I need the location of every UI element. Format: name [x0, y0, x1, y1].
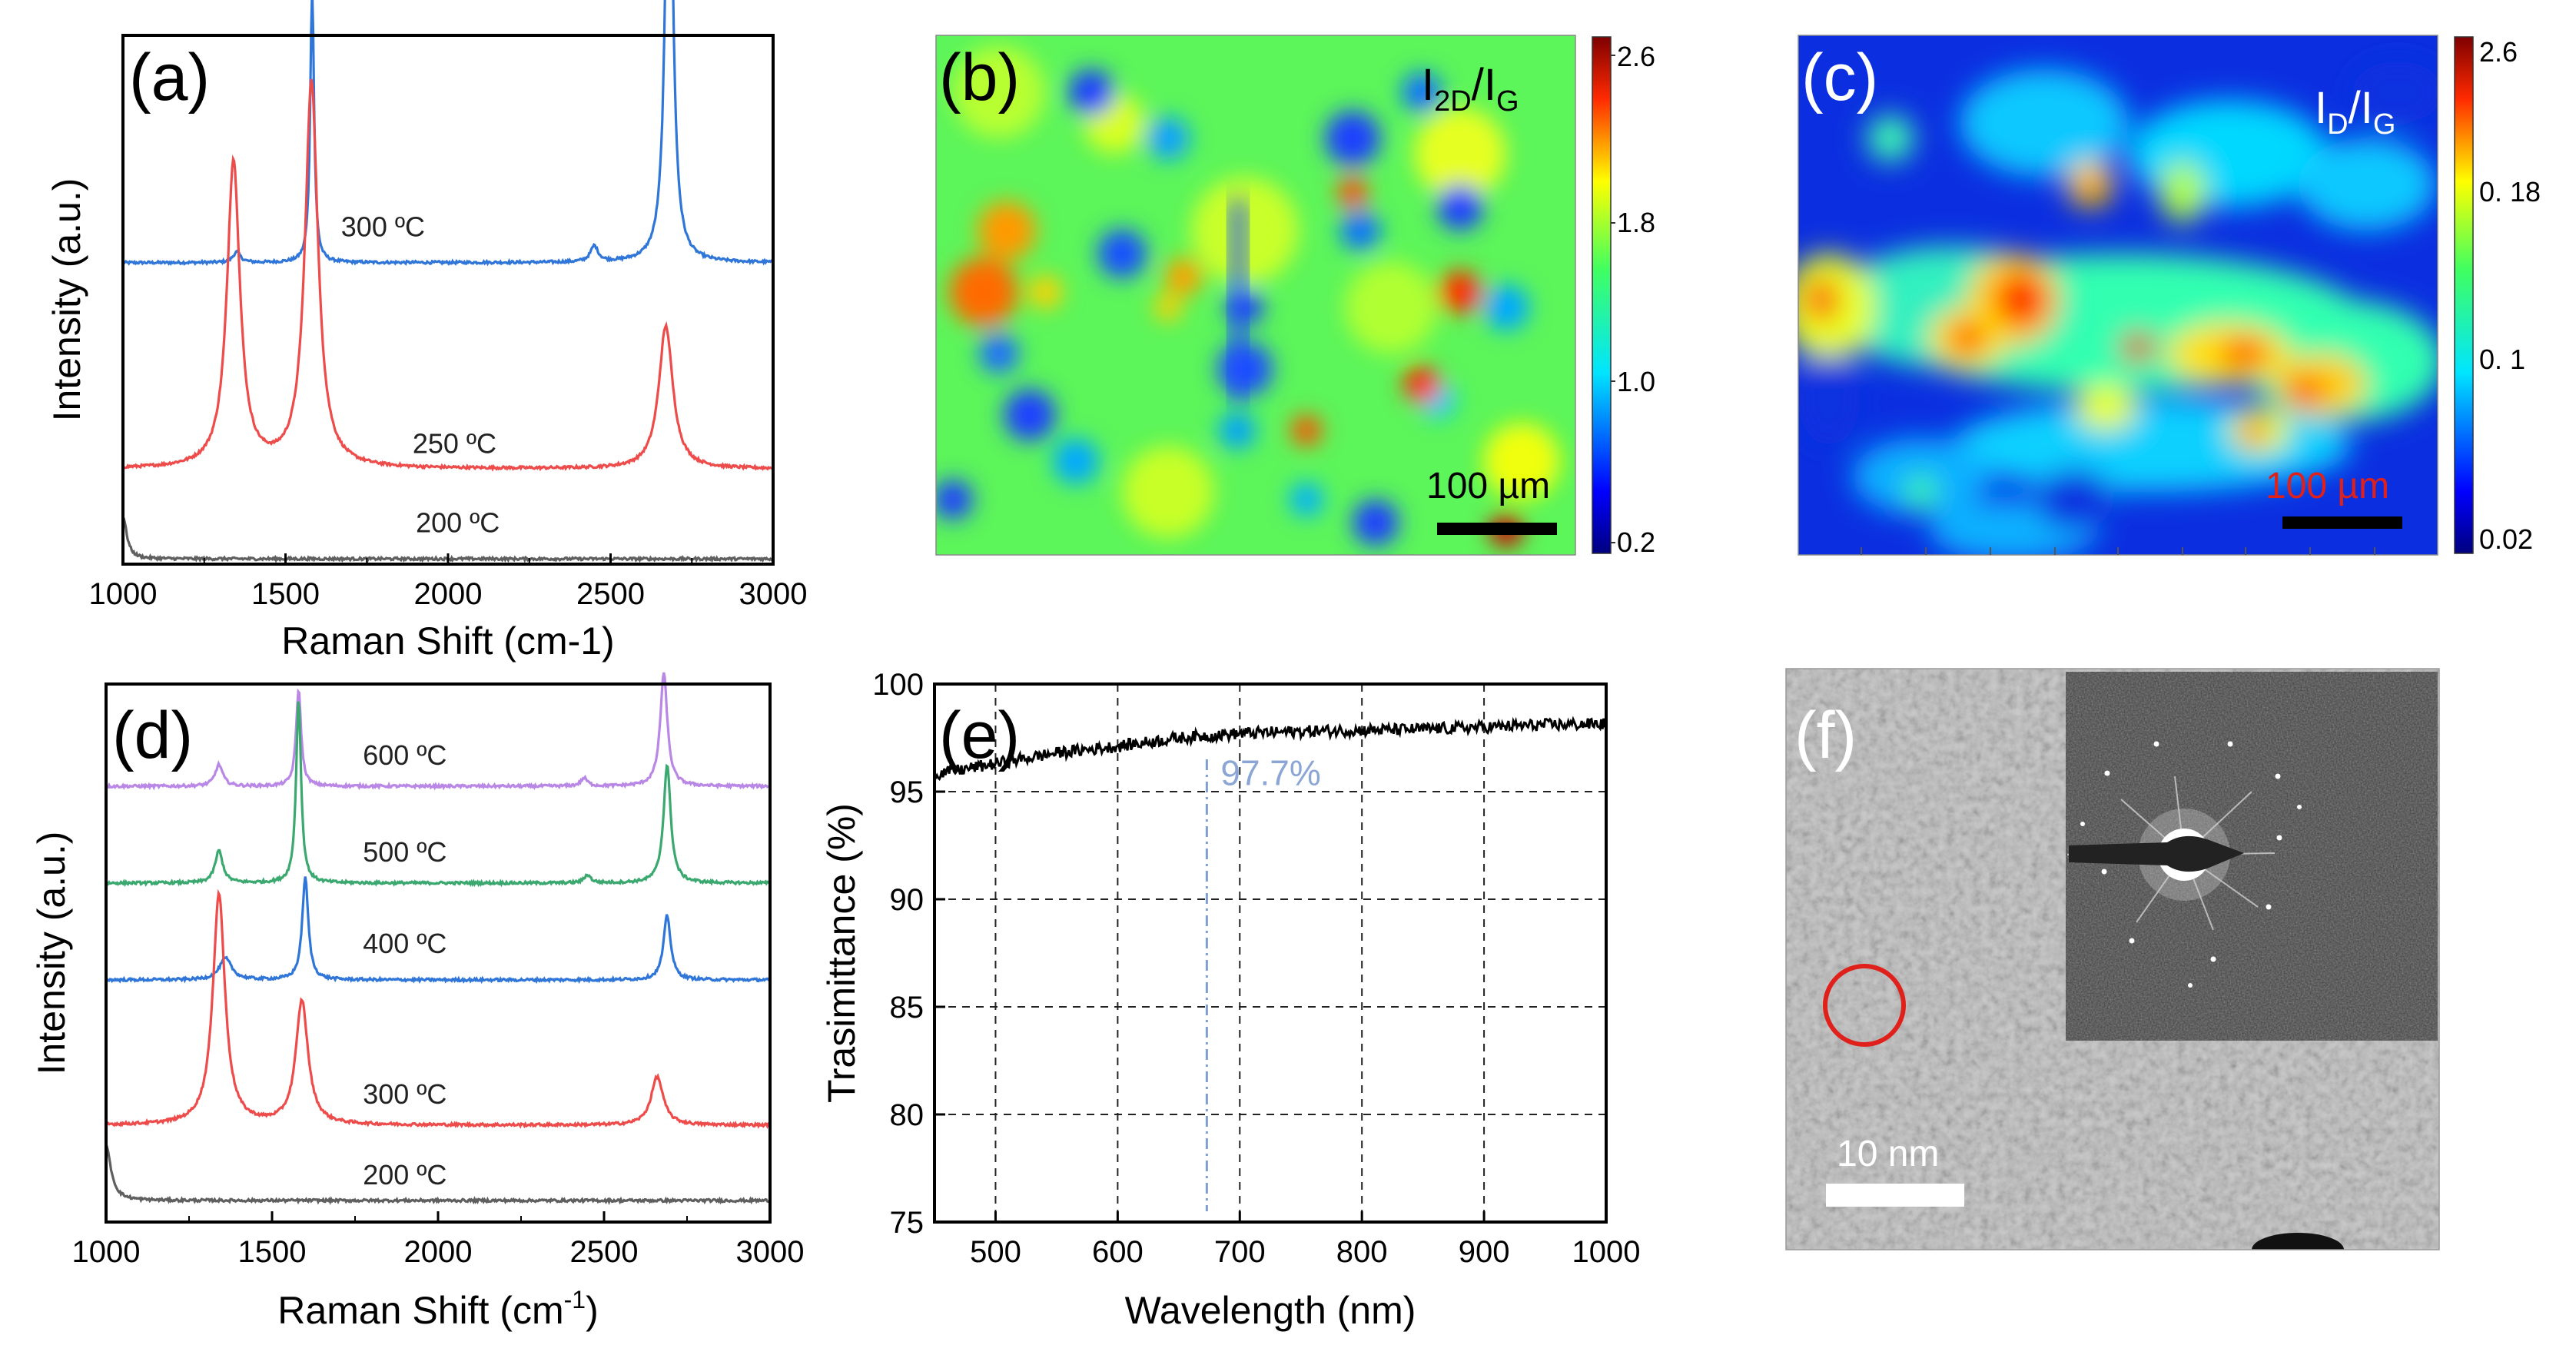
f-scale-bar — [1826, 1184, 1964, 1207]
e-y-axis-label: Trasimittance (%) — [820, 803, 863, 1103]
e-y-tick-label-4: 90 — [890, 883, 925, 917]
d-series-label-5: 200 ºC — [363, 1159, 446, 1191]
b-colorbar-tick-1: 2.6 — [1617, 41, 1655, 72]
e-y-tick-label-6: 100 — [872, 668, 924, 702]
a-series-label-1: 300 ºC — [341, 211, 425, 242]
c-colorbar-tick-3: 0. 1 — [2479, 344, 2525, 375]
e-grid — [934, 684, 1606, 1222]
d-x-tick-label-2: 1500 — [238, 1235, 307, 1269]
e-x-tick-label-5: 900 — [1459, 1235, 1510, 1269]
d-panel-label: (d) — [112, 699, 193, 772]
f-panel-label: (f) — [1794, 699, 1857, 772]
b-scale-bar-label: 100 µm — [1426, 466, 1550, 506]
panel-b: 2.6 1.8 1.0 0.2 (b) I2D/IG 100 µm — [935, 35, 1655, 558]
panel-d: 600 ºC 500 ºC 400 ºC 300 ºC 200 ºC 1000 1500 2… — [30, 672, 805, 1332]
panel-e: 500 600 700 800 900 1000 75 80 85 90 95 100 (e) Wa… — [820, 668, 1640, 1332]
a-x-ticks: 1000 1500 2000 2500 3000 — [89, 553, 808, 611]
e-x-tick-label-6: 1000 — [1572, 1235, 1641, 1269]
d-x-tick-label-3: 2000 — [404, 1235, 473, 1269]
a-y-axis-label: Intensity (a.u.) — [45, 178, 88, 422]
d-series-5 — [105, 1144, 770, 1205]
f-scale-bar-label: 10 nm — [1837, 1134, 1939, 1174]
d-series-1 — [105, 672, 770, 791]
e-transmittance-line — [934, 716, 1606, 782]
b-scale-bar — [1437, 523, 1557, 535]
a-plot-area: 300 ºC 250 ºC 200 ºC — [121, 0, 774, 563]
a-series-1 — [121, 0, 773, 267]
e-axes-frame — [933, 682, 1608, 1224]
d-series-4 — [105, 888, 771, 1129]
a-x-tick-label-3: 2000 — [414, 577, 483, 611]
e-x-tick-label-2: 600 — [1092, 1235, 1144, 1269]
panel-c: 2.6 0. 18 0. 1 0.02 (c) ID/IG 100 µm — [1798, 35, 2541, 556]
e-panel-label: (e) — [939, 699, 1020, 772]
e-y-ticks: 75 80 85 90 95 100 — [872, 668, 945, 1240]
b-panel-label: (b) — [939, 41, 1020, 115]
e-x-axis-label: Wavelength (nm) — [1125, 1289, 1416, 1332]
d-series-2 — [105, 701, 771, 888]
b-colorbar-tick-4: 0.2 — [1617, 526, 1655, 558]
e-x-tick-label-3: 700 — [1214, 1235, 1266, 1269]
d-plot-area: 600 ºC 500 ºC 400 ºC 300 ºC 200 ºC — [105, 672, 771, 1205]
e-y-tick-label-5: 95 — [890, 775, 925, 809]
b-colorbar — [1592, 36, 1612, 554]
d-series-label-2: 500 ºC — [363, 836, 446, 868]
e-x-tick-label-4: 800 — [1336, 1235, 1388, 1269]
c-panel-label: (c) — [1801, 41, 1878, 115]
d-series-label-3: 400 ºC — [363, 928, 446, 959]
b-heatmap — [936, 35, 1575, 555]
a-x-tick-label-1: 1000 — [89, 577, 158, 611]
c-heatmap — [1798, 35, 2438, 555]
c-map-title: ID/IG — [2315, 83, 2395, 141]
b-map-title: I2D/IG — [1422, 60, 1519, 118]
c-colorbar — [2454, 36, 2474, 554]
e-plot-area — [934, 716, 1606, 1211]
c-colorbar-tick-1: 2.6 — [2479, 36, 2518, 68]
d-y-axis-label: Intensity (a.u.) — [30, 832, 73, 1075]
f-diffraction-inset — [2066, 672, 2438, 1041]
c-scale-bar-label: 100 µm — [2266, 466, 2389, 506]
e-x-tick-label-1: 500 — [970, 1235, 1021, 1269]
a-x-axis-label: Raman Shift (cm-1) — [281, 619, 614, 663]
d-x-ticks: 1000 1500 2000 2500 3000 — [72, 1211, 805, 1269]
a-x-tick-label-2: 1500 — [251, 577, 320, 611]
e-y-tick-label-3: 85 — [890, 991, 925, 1025]
a-panel-label: (a) — [129, 41, 210, 115]
f-highlight-circle — [1823, 964, 1906, 1047]
d-x-tick-label-1: 1000 — [72, 1235, 141, 1269]
b-colorbar-tick-3: 1.0 — [1617, 366, 1655, 397]
d-x-tick-label-5: 3000 — [736, 1235, 805, 1269]
e-y-tick-label-2: 80 — [890, 1098, 925, 1132]
b-colorbar-tick-2: 1.8 — [1617, 207, 1655, 238]
c-colorbar-tick-4: 0.02 — [2479, 523, 2533, 555]
a-x-tick-label-5: 3000 — [739, 577, 808, 611]
d-series-label-1: 600 ºC — [363, 739, 446, 771]
d-series-label-4: 300 ºC — [363, 1078, 446, 1110]
e-x-ticks: 500 600 700 800 900 1000 — [970, 1211, 1640, 1269]
d-x-axis-label: Raman Shift (cm-1) — [277, 1286, 598, 1332]
c-colorbar-tick-2: 0. 18 — [2479, 176, 2541, 208]
b-frame — [935, 35, 1576, 556]
e-y-tick-label-1: 75 — [890, 1206, 925, 1240]
d-series-3 — [105, 876, 771, 985]
f-frame — [1785, 668, 2440, 1250]
e-annotation-label: 97.7% — [1220, 753, 1320, 793]
d-x-tick-label-4: 2500 — [570, 1235, 639, 1269]
c-scale-bar — [2282, 516, 2402, 529]
a-series-label-2: 250 ºC — [413, 428, 496, 460]
a-series-2 — [122, 78, 774, 473]
a-x-tick-label-4: 2500 — [576, 577, 645, 611]
panel-f: (f) 10 nm — [1785, 668, 2440, 1250]
a-series-label-3: 200 ºC — [416, 507, 500, 539]
